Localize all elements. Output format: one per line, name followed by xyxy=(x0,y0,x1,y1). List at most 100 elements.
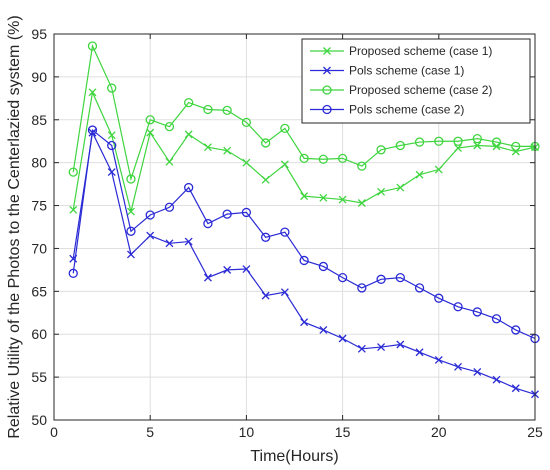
data-point xyxy=(68,167,78,177)
series-4 xyxy=(68,125,540,344)
series-line xyxy=(72,43,535,182)
y-tick-label: 60 xyxy=(31,326,47,342)
data-point xyxy=(280,160,289,169)
data-point xyxy=(434,165,443,174)
data-point xyxy=(165,157,174,166)
data-point xyxy=(241,207,252,218)
data-point xyxy=(318,261,329,272)
data-point xyxy=(184,237,193,246)
data-point xyxy=(223,146,232,155)
y-tick-label: 65 xyxy=(31,283,47,299)
y-tick-label: 75 xyxy=(31,198,47,214)
series-1 xyxy=(69,88,539,216)
data-point xyxy=(337,153,348,164)
data-point xyxy=(87,125,98,135)
data-point xyxy=(491,137,502,147)
data-point xyxy=(319,325,328,334)
y-tick-label: 50 xyxy=(31,412,47,428)
grid-lines xyxy=(53,33,536,421)
y-tick-label: 80 xyxy=(31,155,47,171)
series-layer xyxy=(68,41,540,399)
data-point xyxy=(127,207,135,216)
data-point xyxy=(396,183,405,192)
data-point xyxy=(164,121,175,132)
data-point xyxy=(415,348,424,357)
x-tick-label: 15 xyxy=(335,424,351,440)
data-point xyxy=(107,168,116,177)
data-point xyxy=(511,325,521,335)
data-point xyxy=(146,231,155,240)
data-point xyxy=(203,218,213,229)
data-point xyxy=(473,368,482,376)
data-point xyxy=(280,227,290,237)
legend-item: Proposed scheme (case 2) xyxy=(310,83,492,97)
x-tick-label: 25 xyxy=(527,424,543,440)
data-point xyxy=(414,283,425,293)
data-point xyxy=(472,133,482,144)
data-point xyxy=(376,274,386,284)
data-point xyxy=(203,273,212,282)
data-point xyxy=(357,199,366,207)
series-3 xyxy=(68,41,540,184)
x-axis-label: Time(Hours) xyxy=(250,448,338,465)
data-point xyxy=(145,210,155,220)
data-point xyxy=(357,161,367,171)
data-point xyxy=(300,192,309,201)
data-point xyxy=(338,334,347,343)
data-point xyxy=(357,344,366,353)
data-point xyxy=(222,209,232,219)
data-point xyxy=(395,272,405,283)
data-point xyxy=(260,138,271,148)
legend-item: Proposed scheme (case 1) xyxy=(310,44,492,58)
legend-item: Pols scheme (case 2) xyxy=(310,103,464,117)
data-point xyxy=(261,291,270,300)
data-point xyxy=(164,202,175,212)
data-point xyxy=(222,105,232,115)
data-point xyxy=(203,143,212,152)
data-point xyxy=(434,355,443,364)
axis-ticks: 0 5 10 15 20 25 50 55 60 65 70 75 80 85 90 95 xyxy=(31,26,543,440)
data-point xyxy=(454,362,462,371)
y-tick-label: 85 xyxy=(31,112,47,128)
y-tick-label: 70 xyxy=(31,240,47,256)
data-point xyxy=(107,83,117,93)
data-point xyxy=(491,314,502,324)
data-point xyxy=(300,318,309,327)
data-point xyxy=(415,170,424,179)
data-point xyxy=(377,187,386,196)
data-point xyxy=(145,115,155,125)
data-point xyxy=(223,265,232,274)
legend-marker xyxy=(323,66,331,75)
data-point xyxy=(318,154,329,164)
data-point xyxy=(396,340,405,349)
data-point xyxy=(299,153,309,164)
legend-label: Proposed scheme (case 1) xyxy=(349,44,492,58)
data-point xyxy=(68,268,78,278)
data-point xyxy=(127,250,135,259)
data-point xyxy=(473,141,482,150)
data-point xyxy=(492,375,501,384)
data-point xyxy=(184,182,194,193)
legend-marker xyxy=(323,47,331,55)
data-point xyxy=(87,41,98,51)
data-point xyxy=(242,265,251,273)
data-point xyxy=(454,144,462,153)
data-point xyxy=(337,272,348,283)
y-axis-label: Relative Utility of the Photos to the Ce… xyxy=(6,15,23,438)
y-tick-label: 55 xyxy=(31,369,47,385)
data-point xyxy=(107,140,117,151)
x-tick-label: 0 xyxy=(50,424,58,440)
data-point xyxy=(280,123,290,134)
data-point xyxy=(511,141,521,152)
data-point xyxy=(414,137,425,147)
data-point xyxy=(126,226,136,236)
legend-item: Pols scheme (case 1) xyxy=(310,64,464,78)
data-point xyxy=(280,288,289,297)
data-point xyxy=(434,293,444,303)
data-point xyxy=(357,283,367,293)
data-point xyxy=(376,145,386,155)
data-point xyxy=(511,384,520,393)
x-tick-label: 20 xyxy=(431,424,447,440)
data-point xyxy=(299,255,309,266)
data-point xyxy=(261,175,270,184)
